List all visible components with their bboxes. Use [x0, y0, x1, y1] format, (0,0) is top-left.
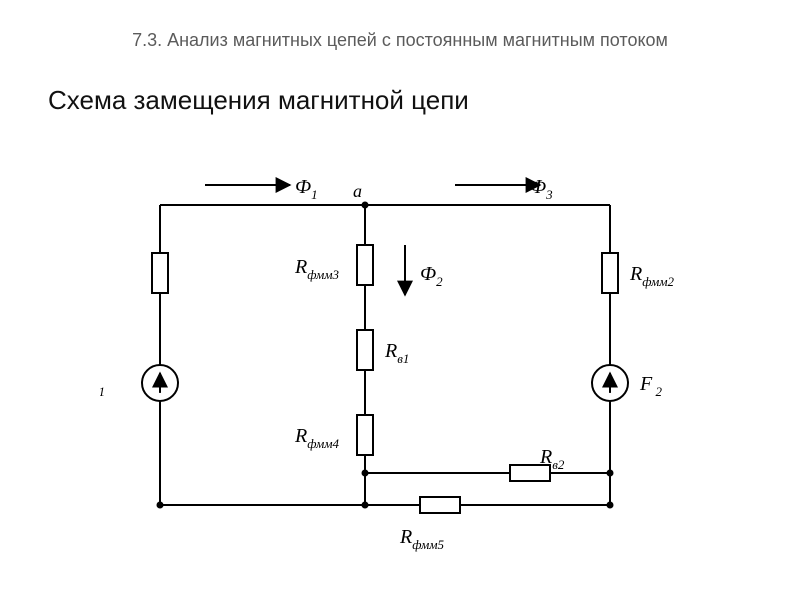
resistor-rfmm4 [357, 415, 373, 455]
label-f1: F 1 [100, 373, 105, 399]
flux-phi3-label: Ф3 [530, 176, 553, 202]
flux-phi2-label: Ф2 [420, 263, 443, 289]
label-f2: F 2 [639, 373, 662, 399]
label-rv1: Rв1 [384, 340, 409, 366]
node-a-label: a [353, 181, 362, 201]
resistor-rfmm3 [357, 245, 373, 285]
circuit-diagram: aФ1Ф3Ф2Rфмм1F 1Rфмм2F 2Rфмм3Rв1Rфмм4Rв2R… [100, 145, 700, 565]
resistor-rfmm5 [420, 497, 460, 513]
flux-phi1-label: Ф1 [295, 176, 318, 202]
label-rfmm4: Rфмм4 [294, 425, 340, 451]
resistor-rfmm1 [152, 253, 168, 293]
label-rfmm3: Rфмм3 [294, 256, 340, 282]
resistor-rfmm2 [602, 253, 618, 293]
resistor-rv1 [357, 330, 373, 370]
page-subtitle: Схема замещения магнитной цепи [48, 85, 469, 116]
page-header: 7.3. Анализ магнитных цепей с постоянным… [0, 30, 800, 51]
label-rfmm2: Rфмм2 [629, 263, 675, 289]
label-rfmm5: Rфмм5 [399, 526, 445, 552]
